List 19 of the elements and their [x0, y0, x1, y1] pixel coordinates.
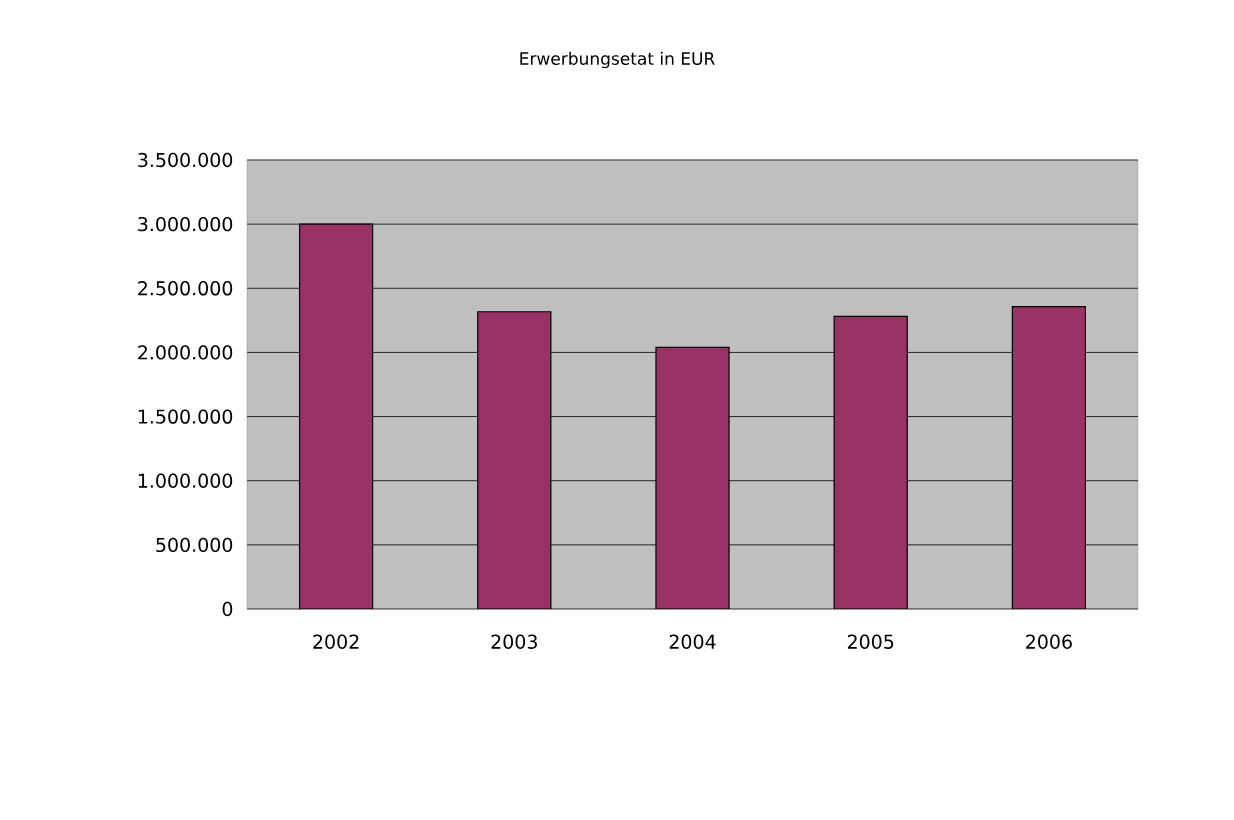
chart-title: Erwerbungsetat in EUR [520, 51, 715, 69]
bar [655, 346, 730, 609]
y-tick-label: 500.000 [156, 537, 233, 553]
x-tick-label: 2002 [313, 634, 359, 649]
bar [833, 315, 908, 609]
y-tick-label: 1.000.000 [138, 473, 233, 488]
x-tick-label: 2004 [669, 634, 716, 649]
y-tick-label: 3.500.000 [138, 152, 233, 168]
x-tick-label: 2006 [1026, 634, 1072, 649]
bar [477, 311, 552, 609]
bar [1011, 306, 1087, 609]
bar [298, 223, 374, 609]
y-tick-label: 2.500.000 [138, 281, 233, 296]
x-tick-label: 2005 [847, 634, 894, 649]
y-tick-label: 0 [222, 601, 233, 617]
x-tick-label: 2003 [491, 634, 537, 649]
y-tick-label: 3.000.000 [138, 216, 233, 232]
y-tick-label: 1.500.000 [138, 409, 233, 424]
y-tick-label: 2.000.000 [138, 345, 233, 360]
